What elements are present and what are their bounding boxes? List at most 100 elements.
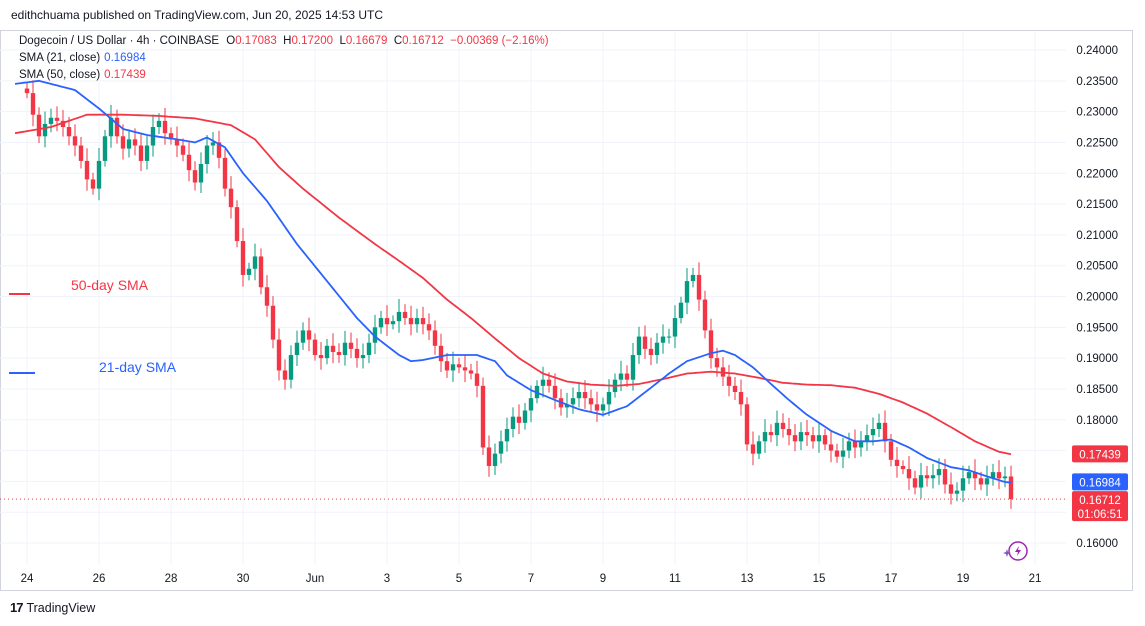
candle-body: [450, 364, 456, 371]
candle-body: [378, 318, 384, 328]
countdown: 01:06:51: [1078, 509, 1123, 521]
candle: [570, 387, 576, 414]
candle: [792, 424, 798, 452]
svg-text:0.16712: 0.16712: [1079, 495, 1121, 507]
candle-body: [678, 302, 684, 319]
sparkle-icon: [1003, 549, 1011, 557]
candle: [462, 354, 468, 383]
candle: [426, 313, 432, 341]
candle: [312, 333, 318, 361]
candle-body: [306, 330, 312, 340]
x-tick-label: 9: [600, 573, 606, 585]
candle-body: [792, 435, 798, 442]
y-tick-label: 0.18500: [1076, 384, 1118, 396]
candle: [906, 456, 912, 490]
candle: [504, 417, 510, 452]
sma50-line: [14, 113, 1012, 456]
candle-body: [762, 432, 768, 442]
y-tick-label: 0.19500: [1076, 322, 1118, 334]
candle: [270, 296, 276, 349]
candle: [660, 324, 666, 354]
candle: [354, 338, 360, 368]
tradingview-brand: TradingView: [26, 600, 96, 615]
candle: [180, 138, 186, 162]
candle: [84, 148, 90, 191]
candle-body: [414, 318, 420, 325]
candle: [342, 330, 348, 366]
candle: [852, 429, 858, 459]
candle-body: [246, 268, 252, 275]
x-tick-label: 3: [384, 573, 390, 585]
x-tick-label: Jun: [306, 573, 325, 585]
candle-body: [744, 404, 750, 445]
candle-body: [774, 422, 780, 436]
candle-body: [924, 475, 930, 479]
candle-body: [936, 469, 942, 476]
candle: [576, 381, 582, 408]
price-badges: 0.17439 0.16984 0.16712 01:06:51: [1072, 445, 1128, 522]
y-tick-label: 0.18000: [1076, 415, 1118, 427]
candle: [318, 342, 324, 370]
candle: [630, 342, 636, 391]
candle-body: [456, 364, 462, 368]
candle: [1008, 465, 1014, 509]
candle: [780, 413, 786, 438]
candle-body: [594, 404, 600, 411]
x-tick-label: 13: [741, 573, 754, 585]
candle-body: [660, 336, 666, 343]
publisher-header: edithchuama published on TradingView.com…: [11, 8, 384, 22]
candle-body: [372, 327, 378, 343]
legend-sma21-value: 0.16984: [104, 52, 146, 64]
candle: [648, 337, 654, 366]
candle-body: [750, 444, 756, 454]
candle: [966, 465, 972, 485]
candle-body: [270, 305, 276, 340]
candle: [276, 328, 282, 381]
candle-body: [906, 469, 912, 479]
candle: [828, 431, 834, 463]
candle-body: [126, 139, 132, 149]
candle-body: [1008, 476, 1014, 500]
candle: [42, 111, 48, 148]
candles: [24, 80, 1014, 509]
candle-body: [672, 318, 678, 337]
candle: [834, 443, 840, 463]
y-tick-label: 0.22000: [1076, 168, 1118, 180]
badge-sma50: 0.17439: [1072, 445, 1128, 463]
tradingview-footer[interactable]: 17 TradingView: [10, 600, 95, 615]
candle: [186, 142, 192, 182]
candle-body: [102, 136, 108, 161]
candle-body: [192, 170, 198, 183]
y-tick-label: 0.24000: [1076, 45, 1118, 57]
candle-body: [444, 361, 450, 371]
candle: [804, 419, 810, 447]
candle-body: [516, 416, 522, 423]
candle-body: [786, 428, 792, 436]
candle-body: [348, 342, 354, 349]
candle: [744, 397, 750, 451]
candle-body: [624, 373, 630, 380]
candle: [102, 129, 108, 167]
legend-sma21[interactable]: SMA (21, close) 0.16984: [19, 52, 146, 64]
candle-body: [858, 441, 864, 448]
x-tick-label: 7: [528, 573, 534, 585]
candle-body: [198, 164, 204, 183]
candle-body: [966, 472, 972, 479]
candle-body: [528, 398, 534, 411]
candle: [450, 351, 456, 382]
candle: [282, 359, 288, 390]
candle: [756, 435, 762, 460]
candle: [36, 107, 42, 143]
candle: [948, 472, 954, 505]
candle-body: [114, 117, 120, 137]
candle: [108, 105, 114, 148]
candle: [174, 126, 180, 158]
candle: [408, 305, 414, 336]
legend-sma50[interactable]: SMA (50, close) 0.17439: [19, 69, 146, 81]
candle-body: [852, 441, 858, 448]
candle: [600, 397, 606, 417]
candle-body: [708, 330, 714, 359]
candle: [30, 80, 36, 127]
candle: [918, 462, 924, 499]
